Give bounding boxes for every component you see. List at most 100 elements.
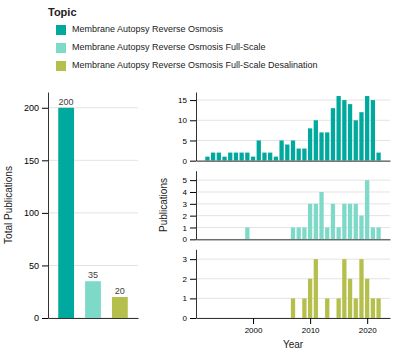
tick-mark <box>190 216 196 217</box>
y-tick-label: 3 <box>183 200 188 209</box>
y-tick-label: 5 <box>183 176 188 185</box>
tick-mark <box>190 239 196 240</box>
tick-mark <box>190 192 196 193</box>
chart-svg: TopicMembrane Autopsy Reverse OsmosisMem… <box>0 0 401 362</box>
bar <box>222 157 226 161</box>
x-tick: 2020 <box>359 318 377 335</box>
bar <box>302 298 306 318</box>
legend: TopicMembrane Autopsy Reverse OsmosisMem… <box>48 6 318 71</box>
x-axis <box>49 318 139 319</box>
axis-line <box>48 93 49 319</box>
bar <box>371 298 375 318</box>
chart-yearly: 051015 <box>178 93 390 166</box>
bar <box>268 153 272 161</box>
bar <box>376 153 380 161</box>
y-tick: 50 <box>29 261 48 271</box>
bar <box>331 108 335 161</box>
tick-mark <box>42 160 48 161</box>
grid <box>48 108 138 318</box>
axis-line <box>196 93 197 162</box>
x-tick-label: 2010 <box>302 326 320 335</box>
bar <box>297 227 301 239</box>
tick-mark <box>190 259 196 260</box>
bar <box>348 204 352 240</box>
tick-mark <box>42 213 48 214</box>
x-axis <box>197 239 391 240</box>
bar <box>342 100 346 161</box>
bar <box>205 157 209 161</box>
grid-line <box>196 100 390 101</box>
y-tick-label: 0 <box>183 314 188 323</box>
bars <box>205 96 380 161</box>
bar <box>325 132 329 160</box>
bar <box>359 112 363 160</box>
tick-mark <box>190 161 196 162</box>
y-axis-title: Total Publications <box>3 166 14 244</box>
x-axis-title: Year <box>283 339 304 350</box>
bar <box>251 157 255 161</box>
legend-label: Membrane Autopsy Reverse Osmosis <box>72 24 224 34</box>
axis-line <box>197 161 391 162</box>
bars <box>245 180 381 239</box>
x-tick: 2010 <box>302 318 320 335</box>
y-tick: 15 <box>178 96 196 105</box>
grid <box>196 180 390 239</box>
legend-label: Membrane Autopsy Reverse Osmosis Full-Sc… <box>72 42 266 52</box>
axis-line <box>49 318 139 319</box>
bar <box>319 132 323 160</box>
bar <box>302 227 306 239</box>
tick-mark <box>190 298 196 299</box>
bar <box>302 149 306 161</box>
legend-label: Membrane Autopsy Reverse Osmosis Full-Sc… <box>72 60 318 70</box>
y-tick: 3 <box>183 200 196 209</box>
bar <box>262 153 266 161</box>
bar <box>331 204 335 240</box>
grid <box>196 259 390 318</box>
bar <box>337 298 341 318</box>
y-tick: 0 <box>183 235 196 244</box>
tick-mark <box>42 265 48 266</box>
y-tick: 200 <box>24 103 48 113</box>
tick-mark <box>190 100 196 101</box>
grid-line <box>196 203 390 204</box>
bar <box>342 204 346 240</box>
tick-mark <box>190 318 196 319</box>
chart-yearly: 012345Publications <box>158 171 391 244</box>
y-tick-label: 2 <box>183 275 188 284</box>
tick-mark <box>310 318 311 324</box>
y-tick-label: 1 <box>183 224 188 233</box>
bar <box>234 153 238 161</box>
y-tick: 5 <box>183 137 196 146</box>
tick-mark <box>42 108 48 109</box>
axis-line <box>196 250 197 319</box>
bar <box>342 259 346 318</box>
bar <box>314 204 318 240</box>
tick-mark <box>190 180 196 181</box>
y-tick-label: 10 <box>178 116 187 125</box>
bars <box>291 259 381 318</box>
y-axis: 051015 <box>178 93 196 166</box>
bar <box>365 279 369 318</box>
bar <box>245 227 249 239</box>
legend-swatch <box>56 61 66 71</box>
bar <box>58 108 74 318</box>
y-tick: 5 <box>183 176 196 185</box>
bar <box>365 180 369 239</box>
y-tick: 150 <box>24 156 48 166</box>
bar <box>245 153 249 161</box>
bar <box>285 145 289 161</box>
x-tick: 2000 <box>245 318 263 335</box>
bar <box>308 204 312 240</box>
tick-mark <box>190 120 196 121</box>
bar <box>354 204 358 240</box>
bar <box>348 104 352 161</box>
grid <box>196 100 390 161</box>
bar <box>217 153 221 161</box>
grid-line <box>196 191 390 192</box>
x-tick-label: 2020 <box>359 326 377 335</box>
y-tick-label: 5 <box>183 137 188 146</box>
y-tick-label: 0 <box>183 235 188 244</box>
bar <box>240 153 244 161</box>
y-tick: 3 <box>183 255 196 264</box>
y-tick-label: 150 <box>24 156 39 166</box>
